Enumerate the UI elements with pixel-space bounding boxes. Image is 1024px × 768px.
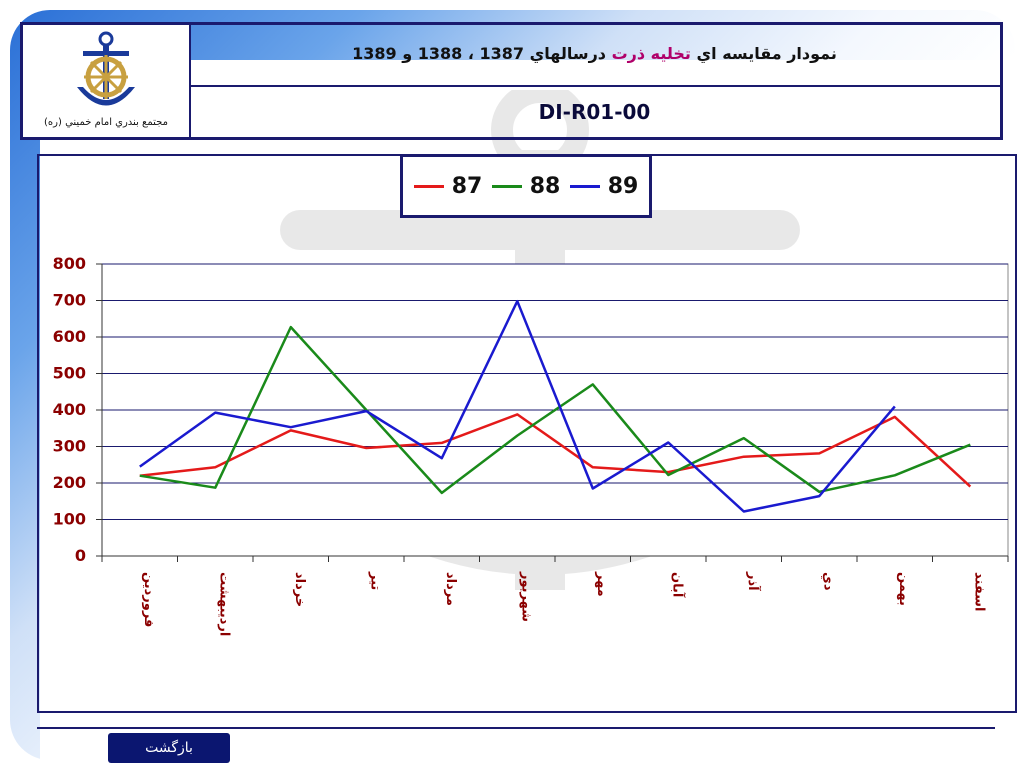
legend-swatch [491, 184, 522, 188]
y-tick-label: 100 [53, 510, 86, 529]
x-tick-label: مرداد [443, 572, 458, 606]
x-tick-label: مهر [594, 571, 609, 597]
back-button[interactable]: بازگشت [108, 733, 230, 763]
legend-item-87: 87 [413, 173, 483, 199]
legend-label: 89 [607, 173, 639, 199]
logo-cell: مجتمع بندري امام خميني (ره) [23, 25, 191, 137]
x-tick-label: بهمن [896, 572, 911, 606]
series-line-88 [139, 325, 971, 495]
y-tick-label: 300 [53, 437, 86, 456]
x-tick-label: آذر [745, 571, 762, 591]
legend-item-89: 89 [569, 173, 639, 199]
header-table: مجتمع بندري امام خميني (ره) نمودار مقايس… [20, 22, 1003, 140]
y-tick-label: 800 [53, 254, 86, 273]
logo-caption: مجتمع بندري امام خميني (ره) [44, 117, 168, 128]
legend-swatch [413, 184, 444, 188]
legend-label: 87 [451, 173, 483, 199]
footer-divider [37, 727, 995, 729]
chart-legend: 87 88 89 [400, 154, 652, 218]
x-tick-label: آبان [669, 572, 686, 598]
anchor-logo-icon [77, 31, 135, 106]
y-tick-label: 200 [53, 473, 86, 492]
page-title: نمودار مقايسه اي تخليه ذرت درسالهاي 1387… [189, 25, 1000, 87]
series-line-87 [139, 413, 972, 488]
legend-item-88: 88 [491, 173, 561, 199]
document-code: DI-R01-00 [538, 100, 651, 124]
y-tick-label: 0 [75, 546, 86, 565]
y-tick-label: 600 [53, 327, 86, 346]
y-tick-label: 700 [53, 291, 86, 310]
x-tick-label: تير [367, 571, 382, 590]
series-line-89 [139, 299, 896, 513]
y-tick-label: 400 [53, 400, 86, 419]
title-text-part2: درسالهاي 1387 ، 1388 و 1389 [352, 44, 612, 63]
x-tick-label: ارديبهشت [216, 572, 231, 636]
title-text-part1: نمودار مقايسه اي [690, 44, 837, 63]
x-tick-label: خرداد [292, 572, 307, 607]
legend-swatch [569, 184, 600, 188]
y-tick-label: 500 [53, 364, 86, 383]
legend-label: 88 [529, 173, 561, 199]
x-tick-label: شهريور [518, 571, 533, 622]
x-tick-label: اسفند [971, 572, 986, 611]
title-highlight: تخليه ذرت [611, 44, 691, 63]
x-tick-label: دي [820, 572, 835, 591]
x-tick-label: فروردين [141, 572, 156, 627]
